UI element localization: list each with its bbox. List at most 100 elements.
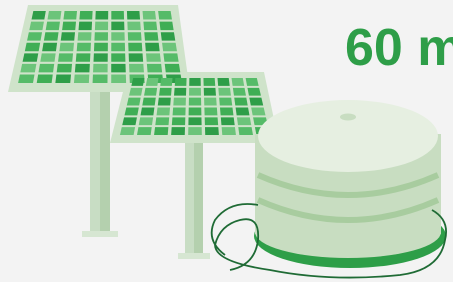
panel-cell xyxy=(79,11,92,19)
panel-cell xyxy=(18,74,34,82)
panel-cell xyxy=(25,43,40,51)
panel-cell xyxy=(217,78,229,86)
panel-cell xyxy=(23,53,39,61)
panel-cell xyxy=(204,98,217,106)
panel-cell xyxy=(165,64,181,72)
panel-cell xyxy=(94,32,108,40)
panel-cell xyxy=(127,11,140,19)
panel-cell xyxy=(142,98,155,106)
panel-cell xyxy=(128,43,142,51)
panel-cell xyxy=(154,127,168,135)
panel-cell xyxy=(78,32,92,40)
panel-cell xyxy=(58,53,73,61)
panel-cell xyxy=(157,107,170,115)
panel-cell xyxy=(46,22,60,30)
panel-cell xyxy=(155,117,169,125)
panel-cell xyxy=(188,117,201,125)
panel-cell xyxy=(62,22,76,30)
panel-cell xyxy=(129,88,142,96)
panel-cell xyxy=(111,22,124,30)
panel-cell xyxy=(129,53,144,61)
panel-cell xyxy=(27,32,42,40)
panel-cell xyxy=(162,43,177,51)
panel-cell xyxy=(158,98,171,106)
panel-cell xyxy=(146,53,161,61)
panel-cell xyxy=(205,117,218,125)
panel-cell xyxy=(144,32,158,40)
panel-cell xyxy=(173,98,186,106)
panel-cell xyxy=(127,22,140,30)
panel-cell xyxy=(40,53,55,61)
panel-cell xyxy=(161,32,176,40)
panel-cell xyxy=(232,78,245,86)
post-base xyxy=(82,231,118,237)
panel-cell xyxy=(175,78,187,86)
panel-cell xyxy=(233,88,246,96)
panel-cell xyxy=(111,32,124,40)
panel-cell xyxy=(74,74,89,82)
panel-cell xyxy=(204,88,216,96)
panel-cell xyxy=(94,43,108,51)
panel-cell xyxy=(131,78,144,86)
panel-cell xyxy=(44,32,59,40)
panel-cell xyxy=(94,53,108,61)
panel-cell xyxy=(95,11,108,19)
panel-cell xyxy=(234,98,247,106)
panel-cell xyxy=(159,22,173,30)
panel-cell xyxy=(128,32,142,40)
panel-cell xyxy=(111,11,124,19)
panel-cell xyxy=(237,117,251,125)
tank-cap xyxy=(340,114,356,121)
panel-cell xyxy=(42,43,57,51)
panel-cell xyxy=(246,78,259,86)
panel-cell xyxy=(29,22,44,30)
panel-cell xyxy=(221,117,235,125)
panel-cell xyxy=(173,107,186,115)
panel-cell xyxy=(144,88,157,96)
panel-cell xyxy=(218,88,231,96)
panel-cell xyxy=(143,22,157,30)
panel-cell xyxy=(147,64,162,72)
panel-cell xyxy=(20,64,36,72)
panel-cell xyxy=(95,22,108,30)
panel-cell xyxy=(203,78,215,86)
panel-cell xyxy=(61,32,75,40)
panel-cell xyxy=(55,74,71,82)
panel-cell xyxy=(63,11,77,19)
panel-cell xyxy=(220,107,233,115)
panel-cell xyxy=(111,53,125,61)
panel-cell xyxy=(137,127,152,135)
panel-cell xyxy=(111,74,126,82)
panel-cell xyxy=(122,117,137,125)
panel-cell xyxy=(39,64,55,72)
panel-cell xyxy=(47,11,61,19)
panel-cell xyxy=(160,78,172,86)
panel-cell xyxy=(172,117,185,125)
panel-cell xyxy=(141,107,155,115)
panel-cell xyxy=(146,78,159,86)
panel-cell xyxy=(188,127,202,135)
panel-cell xyxy=(189,107,202,115)
panel-cell xyxy=(174,88,186,96)
panel-cell xyxy=(75,64,90,72)
panel-cell xyxy=(189,98,201,106)
panel-cell xyxy=(143,11,156,19)
tank-top xyxy=(258,100,438,172)
tank-bottom xyxy=(255,206,441,258)
panel-cell xyxy=(57,64,72,72)
panel-cell xyxy=(37,74,53,82)
panel-cell xyxy=(32,11,46,19)
panel-cell xyxy=(247,88,260,96)
panel-cell xyxy=(159,88,172,96)
post-shade xyxy=(194,138,203,256)
panel-cell xyxy=(249,98,263,106)
panel-cell xyxy=(251,107,265,115)
panel-cell xyxy=(189,88,201,96)
panel-cell xyxy=(238,127,253,135)
illustration: 60 m xyxy=(0,0,453,282)
panel-cell xyxy=(111,43,125,51)
panel-cell xyxy=(127,98,141,106)
panel-cell xyxy=(59,43,74,51)
panel-cell xyxy=(129,64,144,72)
panel-cell xyxy=(158,11,172,19)
